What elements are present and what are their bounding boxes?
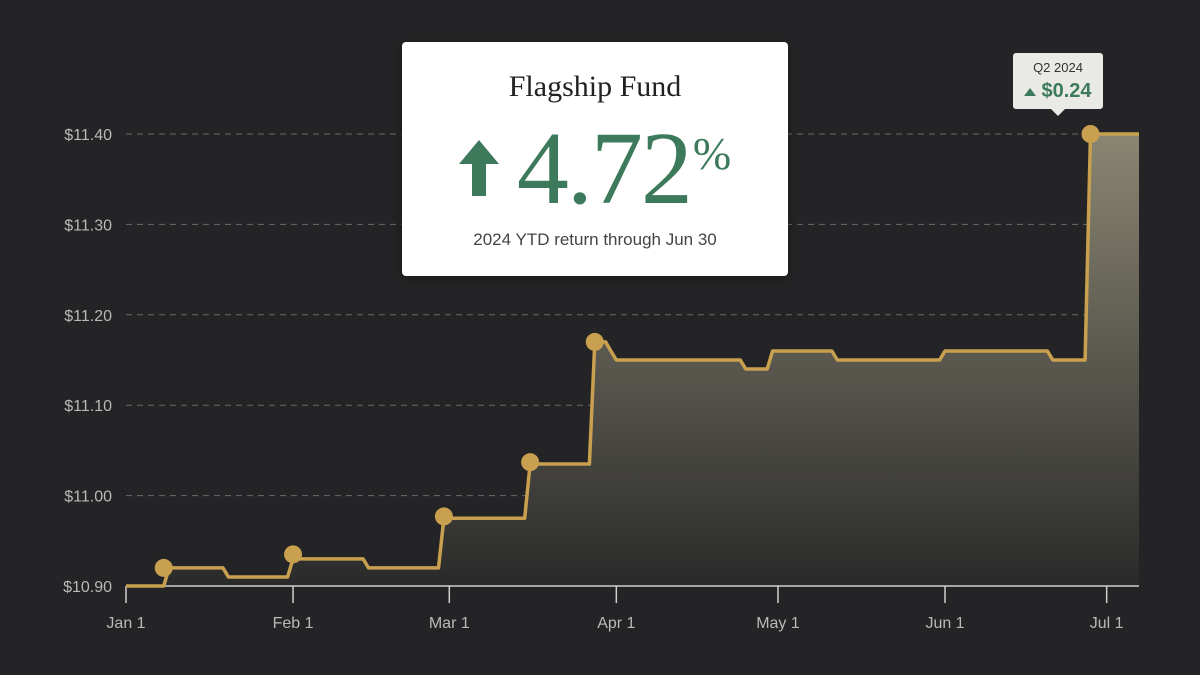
y-tick-label: $11.20 — [64, 308, 112, 325]
q2-callout: Q2 2024 $0.24 — [1013, 53, 1103, 116]
fund-title: Flagship Fund — [508, 70, 682, 103]
y-tick-label: $11.30 — [64, 217, 112, 234]
y-tick-label: $11.10 — [64, 398, 112, 415]
callout-period: Q2 2024 — [1033, 60, 1083, 75]
y-tick-label: $11.00 — [64, 489, 112, 506]
x-tick-label: Jan 1 — [106, 615, 145, 632]
callout-change-value: $0.24 — [1041, 80, 1092, 102]
data-markers — [154, 125, 1100, 577]
data-point-marker — [521, 453, 540, 472]
x-tick-label: Jul 1 — [1090, 615, 1124, 632]
data-point-marker — [1081, 125, 1100, 143]
ytd-return: 4.72 % — [402, 114, 788, 224]
data-point-marker — [284, 545, 303, 564]
data-point-marker — [434, 507, 453, 526]
callout-change: $0.24 — [1013, 80, 1103, 103]
y-tick-label: $10.90 — [63, 579, 112, 596]
ytd-return-unit: % — [692, 128, 732, 179]
nav-line — [126, 132, 1139, 588]
x-axis — [125, 585, 1139, 603]
y-tick-label: $11.40 — [64, 127, 112, 144]
ytd-return-value: 4.72 — [516, 111, 693, 226]
y-axis-labels: $10.90 $11.00 $11.10 $11.20 $11.30 $11.40 — [63, 127, 112, 596]
x-tick-label: Feb 1 — [273, 615, 314, 632]
x-tick-label: May 1 — [756, 615, 800, 632]
summary-card: Flagship Fund 4.72 % 2024 YTD return thr… — [402, 42, 788, 276]
x-tick-label: Apr 1 — [597, 615, 635, 632]
data-point-marker — [154, 558, 173, 577]
up-arrow-icon — [458, 140, 499, 196]
ytd-caption: 2024 YTD return through Jun 30 — [473, 230, 717, 249]
x-axis-labels: Jan 1 Feb 1 Mar 1 Apr 1 May 1 Jun 1 Jul 1 — [106, 615, 1123, 632]
x-tick-label: Mar 1 — [429, 615, 470, 632]
x-tick-label: Jun 1 — [925, 615, 964, 632]
up-triangle-icon — [1024, 87, 1037, 96]
data-point-marker — [585, 332, 604, 351]
